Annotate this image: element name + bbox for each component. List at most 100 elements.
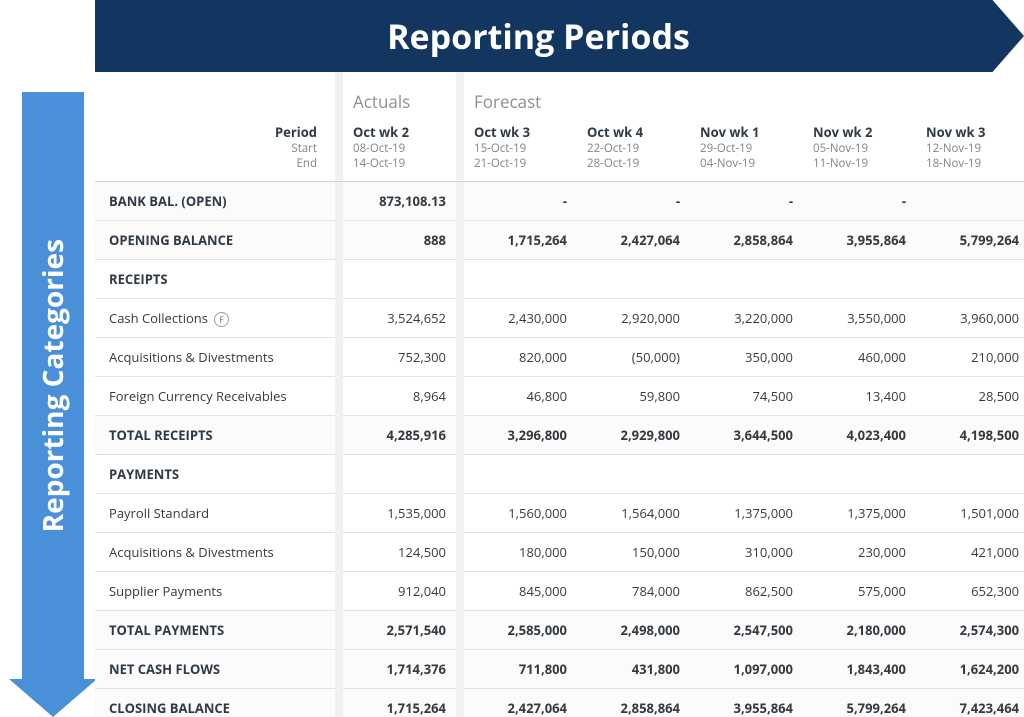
cell-netcash-nov2[interactable]: 1,843,400: [803, 650, 916, 689]
cell-acqdiv_p-nov2[interactable]: 230,000: [803, 533, 916, 572]
cell-totreceipts-oct4[interactable]: 2,929,800: [577, 416, 690, 455]
cell-fxrecv-nov2[interactable]: 13,400: [803, 377, 916, 416]
cell-supplier-nov1[interactable]: 862,500: [690, 572, 803, 611]
cell-receipts_hdr-oct4[interactable]: [577, 260, 690, 299]
cell-netcash-oct3[interactable]: 711,800: [464, 650, 577, 689]
cell-closing-oct3[interactable]: 2,427,064: [464, 689, 577, 717]
cell-acqdiv_p-oct3[interactable]: 180,000: [464, 533, 577, 572]
row-totreceipts[interactable]: TOTAL RECEIPTS4,285,9163,296,8002,929,80…: [95, 416, 1024, 455]
period-nov1-label[interactable]: Nov wk 1: [690, 119, 803, 141]
row-payments_hdr[interactable]: PAYMENTS: [95, 455, 1024, 494]
cell-opening-oct4[interactable]: 2,427,064: [577, 221, 690, 260]
row-acqdiv_r[interactable]: Acquisitions & Divestments752,300820,000…: [95, 338, 1024, 377]
cell-fxrecv-oct2[interactable]: 8,964: [343, 377, 456, 416]
cell-supplier-oct3[interactable]: 845,000: [464, 572, 577, 611]
period-oct4-start[interactable]: 22-Oct-19: [577, 141, 690, 156]
row-opening[interactable]: OPENING BALANCE8881,715,2642,427,0642,85…: [95, 221, 1024, 260]
period-oct3-end[interactable]: 21-Oct-19: [464, 156, 577, 182]
cell-closing-oct2[interactable]: 1,715,264: [343, 689, 456, 717]
cell-opening-oct2[interactable]: 888: [343, 221, 456, 260]
cell-acqdiv_p-nov1[interactable]: 310,000: [690, 533, 803, 572]
row-fxrecv[interactable]: Foreign Currency Receivables8,96446,8005…: [95, 377, 1024, 416]
cell-bankbal-nov2[interactable]: -: [803, 182, 916, 221]
group-forecast[interactable]: Forecast: [464, 72, 1024, 119]
cell-payroll-nov3[interactable]: 1,501,000: [916, 494, 1024, 533]
cell-opening-nov2[interactable]: 3,955,864: [803, 221, 916, 260]
cell-closing-oct4[interactable]: 2,858,864: [577, 689, 690, 717]
period-oct4-label[interactable]: Oct wk 4: [577, 119, 690, 141]
cell-acqdiv_r-nov1[interactable]: 350,000: [690, 338, 803, 377]
cell-closing-nov3[interactable]: 7,423,464: [916, 689, 1024, 717]
row-cashcoll[interactable]: Cash CollectionsF3,524,6522,430,0002,920…: [95, 299, 1024, 338]
cell-totpayments-nov3[interactable]: 2,574,300: [916, 611, 1024, 650]
cell-cashcoll-oct2[interactable]: 3,524,652: [343, 299, 456, 338]
period-nov1-start[interactable]: 29-Oct-19: [690, 141, 803, 156]
group-actuals[interactable]: Actuals: [343, 72, 456, 119]
cell-totpayments-nov2[interactable]: 2,180,000: [803, 611, 916, 650]
row-closing[interactable]: CLOSING BALANCE1,715,2642,427,0642,858,8…: [95, 689, 1024, 717]
row-netcash[interactable]: NET CASH FLOWS1,714,376711,800431,8001,0…: [95, 650, 1024, 689]
cell-totpayments-nov1[interactable]: 2,547,500: [690, 611, 803, 650]
cell-fxrecv-nov1[interactable]: 74,500: [690, 377, 803, 416]
cell-supplier-nov3[interactable]: 652,300: [916, 572, 1024, 611]
row-supplier[interactable]: Supplier Payments912,040845,000784,00086…: [95, 572, 1024, 611]
cell-fxrecv-oct4[interactable]: 59,800: [577, 377, 690, 416]
period-oct2-label[interactable]: Oct wk 2: [343, 119, 456, 141]
cell-cashcoll-nov3[interactable]: 3,960,000: [916, 299, 1024, 338]
cell-netcash-nov1[interactable]: 1,097,000: [690, 650, 803, 689]
cell-payments_hdr-oct3[interactable]: [464, 455, 577, 494]
cell-totpayments-oct4[interactable]: 2,498,000: [577, 611, 690, 650]
cell-cashcoll-nov2[interactable]: 3,550,000: [803, 299, 916, 338]
cell-acqdiv_p-oct2[interactable]: 124,500: [343, 533, 456, 572]
cell-bankbal-oct4[interactable]: -: [577, 182, 690, 221]
cell-payroll-nov2[interactable]: 1,375,000: [803, 494, 916, 533]
cell-totpayments-oct3[interactable]: 2,585,000: [464, 611, 577, 650]
cell-acqdiv_r-oct3[interactable]: 820,000: [464, 338, 577, 377]
cell-cashcoll-oct3[interactable]: 2,430,000: [464, 299, 577, 338]
cell-opening-oct3[interactable]: 1,715,264: [464, 221, 577, 260]
cell-totreceipts-nov2[interactable]: 4,023,400: [803, 416, 916, 455]
row-receipts_hdr[interactable]: RECEIPTS: [95, 260, 1024, 299]
cell-fxrecv-nov3[interactable]: 28,500: [916, 377, 1024, 416]
row-totpayments[interactable]: TOTAL PAYMENTS2,571,5402,585,0002,498,00…: [95, 611, 1024, 650]
period-nov2-end[interactable]: 11-Nov-19: [803, 156, 916, 182]
cell-payments_hdr-oct4[interactable]: [577, 455, 690, 494]
period-oct2-end[interactable]: 14-Oct-19: [343, 156, 456, 182]
cell-acqdiv_r-nov3[interactable]: 210,000: [916, 338, 1024, 377]
cell-supplier-oct4[interactable]: 784,000: [577, 572, 690, 611]
cell-receipts_hdr-oct3[interactable]: [464, 260, 577, 299]
cell-closing-nov1[interactable]: 3,955,864: [690, 689, 803, 717]
cell-receipts_hdr-oct2[interactable]: [343, 260, 456, 299]
cell-payments_hdr-nov2[interactable]: [803, 455, 916, 494]
cell-bankbal-oct3[interactable]: -: [464, 182, 577, 221]
cell-opening-nov1[interactable]: 2,858,864: [690, 221, 803, 260]
period-oct3-start[interactable]: 15-Oct-19: [464, 141, 577, 156]
cell-bankbal-nov3[interactable]: [916, 182, 1024, 221]
cell-payroll-oct2[interactable]: 1,535,000: [343, 494, 456, 533]
row-payroll[interactable]: Payroll Standard1,535,0001,560,0001,564,…: [95, 494, 1024, 533]
cell-payments_hdr-oct2[interactable]: [343, 455, 456, 494]
cell-payroll-nov1[interactable]: 1,375,000: [690, 494, 803, 533]
cell-acqdiv_r-nov2[interactable]: 460,000: [803, 338, 916, 377]
cell-payments_hdr-nov3[interactable]: [916, 455, 1024, 494]
cell-supplier-nov2[interactable]: 575,000: [803, 572, 916, 611]
cell-totreceipts-oct3[interactable]: 3,296,800: [464, 416, 577, 455]
period-oct2-start[interactable]: 08-Oct-19: [343, 141, 456, 156]
period-nov2-label[interactable]: Nov wk 2: [803, 119, 916, 141]
cell-acqdiv_r-oct4[interactable]: (50,000): [577, 338, 690, 377]
period-nov1-end[interactable]: 04-Nov-19: [690, 156, 803, 182]
cell-payroll-oct3[interactable]: 1,560,000: [464, 494, 577, 533]
cell-cashcoll-nov1[interactable]: 3,220,000: [690, 299, 803, 338]
cell-bankbal-oct2[interactable]: 873,108.13: [343, 182, 456, 221]
period-oct3-label[interactable]: Oct wk 3: [464, 119, 577, 141]
cell-acqdiv_p-nov3[interactable]: 421,000: [916, 533, 1024, 572]
cell-acqdiv_p-oct4[interactable]: 150,000: [577, 533, 690, 572]
cell-cashcoll-oct4[interactable]: 2,920,000: [577, 299, 690, 338]
period-nov3-start[interactable]: 12-Nov-19: [916, 141, 1024, 156]
period-nov3-label[interactable]: Nov wk 3: [916, 119, 1024, 141]
row-bankbal[interactable]: BANK BAL. (Open)873,108.13----: [95, 182, 1024, 221]
cell-netcash-oct4[interactable]: 431,800: [577, 650, 690, 689]
cell-totreceipts-nov3[interactable]: 4,198,500: [916, 416, 1024, 455]
cell-totreceipts-nov1[interactable]: 3,644,500: [690, 416, 803, 455]
cell-supplier-oct2[interactable]: 912,040: [343, 572, 456, 611]
